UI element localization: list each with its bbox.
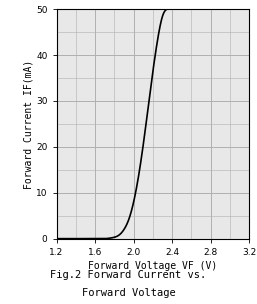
Y-axis label: Forward Current IF(mA): Forward Current IF(mA) [23,59,33,188]
Text: Fig.2 Forward Current vs.: Fig.2 Forward Current vs. [50,270,207,280]
Text: Forward Voltage: Forward Voltage [82,288,175,298]
X-axis label: Forward Voltage VF (V): Forward Voltage VF (V) [88,261,217,271]
